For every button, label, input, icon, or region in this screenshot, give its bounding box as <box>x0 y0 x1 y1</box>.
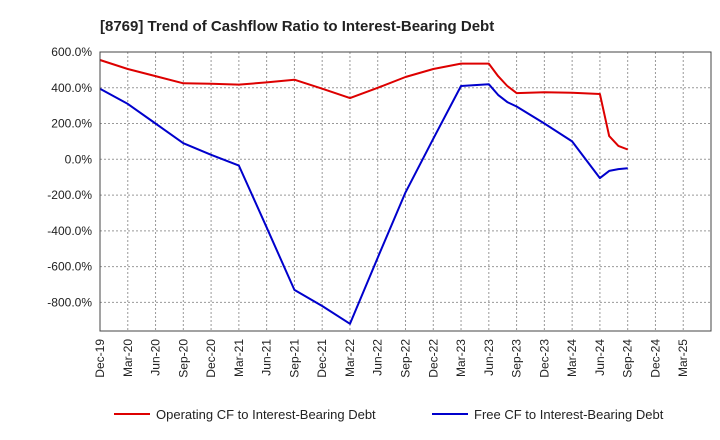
y-tick-label: -400.0% <box>47 224 92 238</box>
x-tick-label: Sep-23 <box>510 339 524 378</box>
y-tick-label: 400.0% <box>51 81 92 95</box>
x-tick-label: Jun-22 <box>371 339 385 376</box>
y-tick-label: -200.0% <box>47 188 92 202</box>
legend-label: Operating CF to Interest-Bearing Debt <box>156 407 376 422</box>
x-tick-label: Dec-24 <box>648 339 662 378</box>
chart-title: [8769] Trend of Cashflow Ratio to Intere… <box>100 18 494 35</box>
y-tick-label: 600.0% <box>51 45 92 59</box>
y-tick-label: -600.0% <box>47 260 92 274</box>
series-line-free-cf <box>99 83 628 325</box>
plot-frame <box>99 51 712 332</box>
x-tick-label: Mar-20 <box>121 339 135 377</box>
x-tick-label: Mar-22 <box>343 339 357 377</box>
x-tick-label: Mar-25 <box>676 339 690 377</box>
x-tick-label: Mar-21 <box>232 339 246 377</box>
x-tick-label: Sep-20 <box>176 339 190 378</box>
x-tick-label: Sep-22 <box>399 339 413 378</box>
x-tick-label: Dec-23 <box>537 339 551 378</box>
y-tick-label: 200.0% <box>51 117 92 131</box>
x-tick-label: Dec-21 <box>315 339 329 378</box>
x-tick-label: Jun-20 <box>149 339 163 376</box>
x-tick-label: Jun-21 <box>260 339 274 376</box>
y-axis: -800.0% -600.0% -400.0% -200.0% 0.0% 200.0% 40… <box>47 45 92 309</box>
x-tick-label: Mar-23 <box>454 339 468 377</box>
series-line-operating-cf <box>99 59 629 151</box>
legend-label: Free CF to Interest-Bearing Debt <box>474 407 664 422</box>
x-tick-label: Jun-23 <box>482 339 496 376</box>
grid <box>99 51 711 331</box>
x-tick-label: Dec-19 <box>93 339 107 378</box>
y-tick-label: -800.0% <box>47 295 92 309</box>
x-tick-label: Dec-22 <box>426 339 440 378</box>
x-tick-label: Sep-24 <box>621 339 635 378</box>
y-tick-label: 0.0% <box>65 152 93 166</box>
x-tick-label: Mar-24 <box>565 339 579 377</box>
x-axis: Dec-19 Mar-20 Jun-20 Sep-20 Dec-20 Mar-21 Jun-… <box>93 339 690 378</box>
x-tick-label: Dec-20 <box>204 339 218 378</box>
series-group <box>99 59 629 325</box>
x-tick-label: Sep-21 <box>287 339 301 378</box>
x-tick-label: Jun-24 <box>593 339 607 376</box>
legend: Operating CF to Interest-Bearing Debt Fre… <box>114 407 664 422</box>
